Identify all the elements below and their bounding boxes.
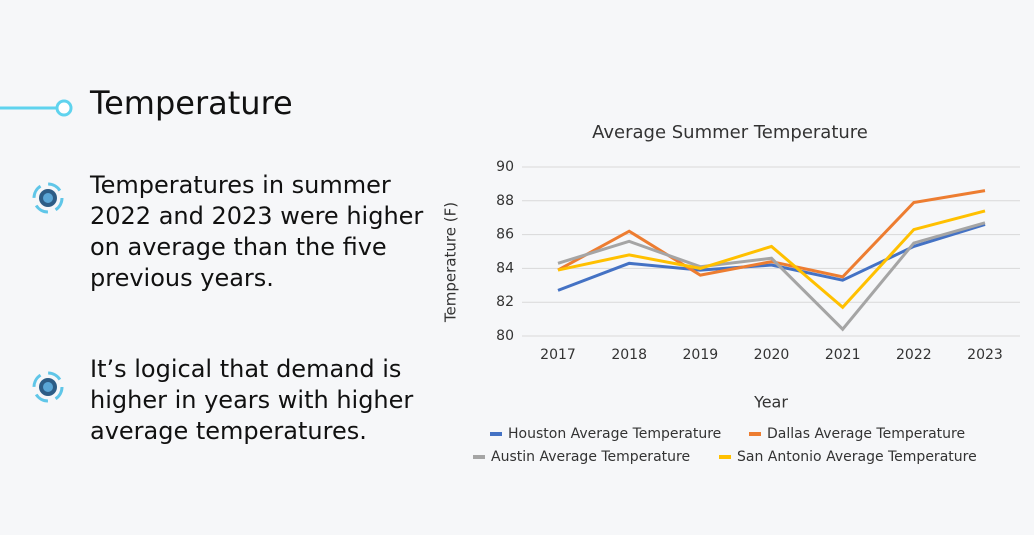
y-tick-label: 82 (496, 294, 514, 310)
slide-title: Temperature (90, 84, 293, 122)
y-axis-title: Temperature (F) (442, 202, 460, 323)
decor (0, 99, 73, 403)
legend-label: Austin Average Temperature (491, 449, 690, 465)
bullet-text: Temperatures in summer 2022 and 2023 wer… (90, 171, 424, 292)
x-tick-label: 2020 (754, 347, 790, 363)
x-tick-label: 2017 (540, 347, 576, 363)
y-tick-label: 90 (496, 159, 514, 175)
series-line (557, 189, 986, 279)
legend-label: Houston Average Temperature (508, 426, 721, 442)
series-line (557, 221, 986, 332)
legend-label: San Antonio Average Temperature (737, 449, 977, 465)
legend-label: Dallas Average Temperature (767, 426, 965, 442)
series-line (557, 223, 986, 292)
y-tick-label: 86 (496, 227, 514, 243)
x-tick-label: 2023 (967, 347, 1003, 363)
x-tick-label: 2022 (896, 347, 932, 363)
y-tick-label: 84 (496, 260, 514, 276)
x-tick-label: 2018 (611, 347, 647, 363)
bullet-text: It’s logical that demand is higher in ye… (90, 355, 414, 445)
x-tick-label: 2021 (825, 347, 861, 363)
y-tick-label: 80 (496, 328, 514, 344)
chart-title: Average Summer Temperature (592, 122, 868, 143)
series-line (557, 209, 986, 310)
y-tick-label: 88 (496, 193, 514, 209)
x-axis-title: Year (753, 393, 788, 412)
x-tick-label: 2019 (683, 347, 719, 363)
